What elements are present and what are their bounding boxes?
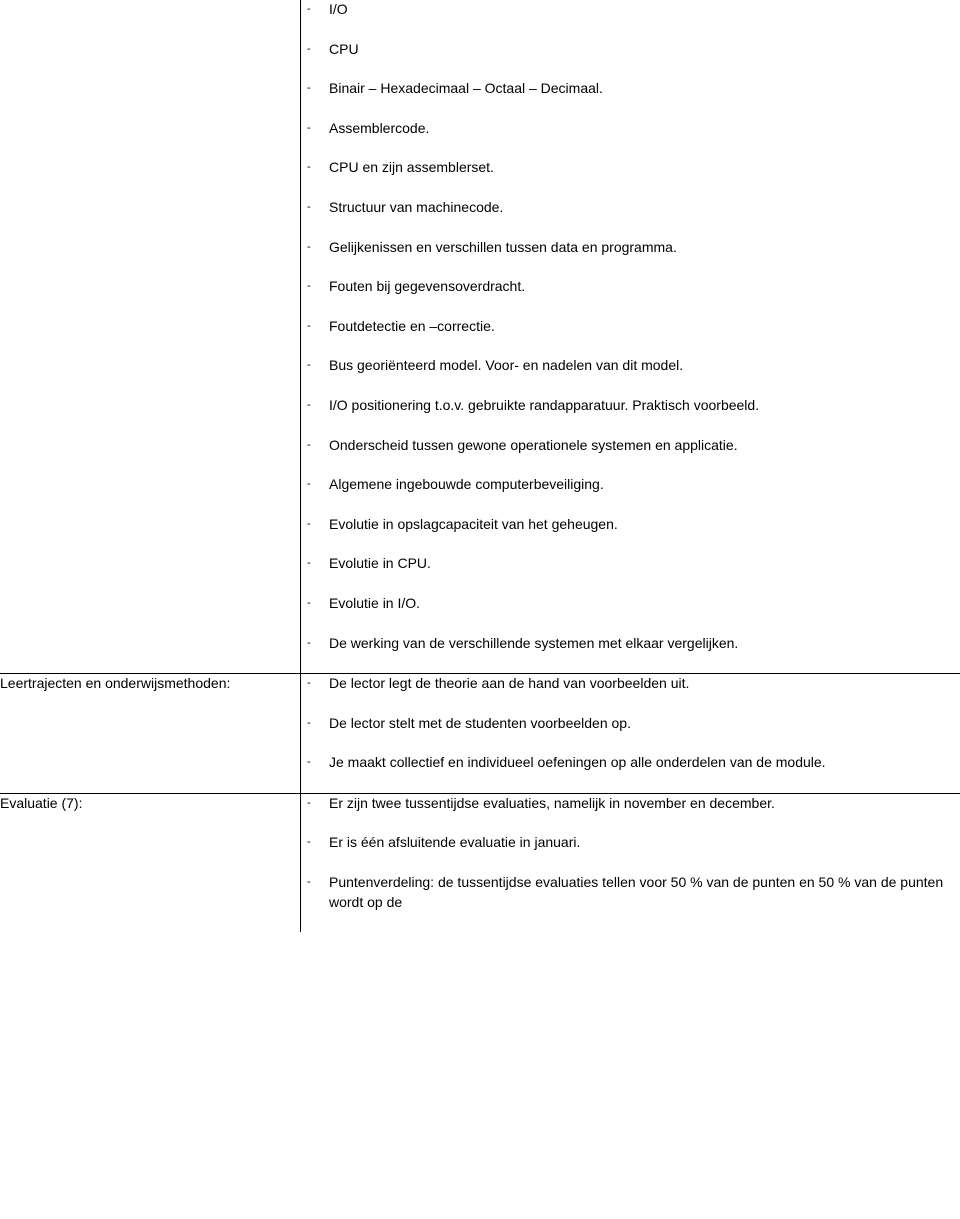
- list-item: De lector stelt met de studenten voorbee…: [301, 714, 960, 734]
- list-item: De lector legt de theorie aan de hand va…: [301, 674, 960, 694]
- list-item: Binair – Hexadecimaal – Octaal – Decimaa…: [301, 79, 960, 99]
- list-item: Fouten bij gegevensoverdracht.: [301, 277, 960, 297]
- section3-list: Er zijn twee tussentijdse evaluaties, na…: [301, 794, 960, 912]
- list-item: I/O positionering t.o.v. gebruikte randa…: [301, 396, 960, 416]
- section1-left: [0, 0, 301, 674]
- list-item: Bus georiënteerd model. Voor- en nadelen…: [301, 356, 960, 376]
- section1-right: I/O CPU Binair – Hexadecimaal – Octaal –…: [301, 0, 960, 674]
- section3-label: Evaluatie (7):: [0, 794, 300, 814]
- list-item: CPU: [301, 40, 960, 60]
- document-table: I/O CPU Binair – Hexadecimaal – Octaal –…: [0, 0, 960, 932]
- list-item: Algemene ingebouwde computerbeveiliging.: [301, 475, 960, 495]
- section3-left: Evaluatie (7):: [0, 793, 301, 932]
- list-item: Evolutie in CPU.: [301, 554, 960, 574]
- list-item: I/O: [301, 0, 960, 20]
- list-item: Er is één afsluitende evaluatie in janua…: [301, 833, 960, 853]
- list-item: Er zijn twee tussentijdse evaluaties, na…: [301, 794, 960, 814]
- list-item: Puntenverdeling: de tussentijdse evaluat…: [301, 873, 960, 912]
- list-item: Evolutie in I/O.: [301, 594, 960, 614]
- list-item: CPU en zijn assemblerset.: [301, 158, 960, 178]
- list-item: Gelijkenissen en verschillen tussen data…: [301, 238, 960, 258]
- section2-label: Leertrajecten en onderwijsmethoden:: [0, 674, 300, 694]
- list-item: Je maakt collectief en individueel oefen…: [301, 753, 960, 773]
- section2-list: De lector legt de theorie aan de hand va…: [301, 674, 960, 773]
- section2-right: De lector legt de theorie aan de hand va…: [301, 674, 960, 794]
- section2-left: Leertrajecten en onderwijsmethoden:: [0, 674, 301, 794]
- list-item: Evolutie in opslagcapaciteit van het geh…: [301, 515, 960, 535]
- list-item: Onderscheid tussen gewone operationele s…: [301, 436, 960, 456]
- section3-right: Er zijn twee tussentijdse evaluaties, na…: [301, 793, 960, 932]
- list-item: Foutdetectie en –correctie.: [301, 317, 960, 337]
- list-item: Structuur van machinecode.: [301, 198, 960, 218]
- list-item: De werking van de verschillende systemen…: [301, 634, 960, 654]
- section1-list: I/O CPU Binair – Hexadecimaal – Octaal –…: [301, 0, 960, 653]
- list-item: Assemblercode.: [301, 119, 960, 139]
